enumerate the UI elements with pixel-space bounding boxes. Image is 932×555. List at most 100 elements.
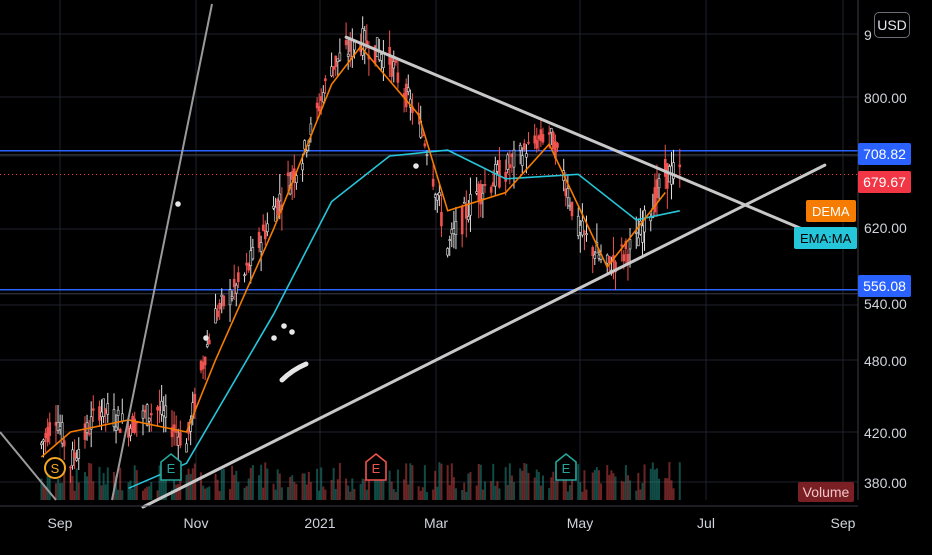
volume-bar [506,484,509,500]
earnings-marker[interactable]: E [365,452,387,481]
steep-drawn-line[interactable] [111,3,213,501]
volume-bar [595,467,598,500]
split-marker[interactable]: S [44,457,66,479]
volume-bar [202,485,205,500]
volume-bar [291,475,294,500]
earnings-marker[interactable]: E [160,452,182,481]
volume-bar [496,481,499,500]
drawing-dot[interactable] [281,323,287,329]
candle-body [147,417,151,422]
volume-bar [86,476,89,500]
candle-body [666,163,669,189]
volume-bar [577,464,580,500]
candle-body [54,421,58,426]
candle-body [363,30,367,51]
candle-body [127,425,130,438]
drawing-dot[interactable] [271,335,277,341]
candle-body [100,411,103,417]
volume-bar [102,473,105,500]
candle-body [614,261,617,273]
volume-bar [44,487,47,500]
diagonal-drawn-line[interactable] [0,431,57,501]
volume-bar [179,472,182,500]
candle-body [208,339,211,345]
volume-bar [320,467,323,500]
candle-body [203,356,207,366]
volume-bar [332,467,335,500]
candle-body [259,242,263,252]
trendlines[interactable] [141,35,827,509]
candle-body [102,398,105,417]
volume-bar [450,463,453,500]
candle-body [406,87,410,92]
candle-body [160,400,163,415]
candle-body [608,256,611,263]
volume-bar [523,462,526,500]
candle-body [179,432,182,446]
candle-body [48,422,52,436]
candle-body [641,225,644,243]
volume-bar [394,491,397,500]
volume-bar [316,468,319,500]
candle-body [672,162,675,180]
currency-button[interactable]: USD [874,12,910,38]
candle-body [382,53,385,69]
volume-bar [425,491,428,500]
volume-bar [338,462,341,500]
volume-bar [670,480,673,500]
candle-body [145,404,149,426]
volume-bar [403,479,406,500]
volume-bar [564,470,567,500]
candle-body [380,54,383,61]
volume-bar [345,478,348,500]
volume-bar [303,473,306,500]
candle-body [475,191,478,194]
volume-bar [535,469,538,500]
trendline[interactable] [344,35,827,240]
candle-body [533,135,536,144]
drawing-dot[interactable] [413,163,419,169]
candle-body [205,344,209,347]
drawing-marks[interactable] [0,3,419,501]
volume-bar [98,466,101,500]
horizontal-levels[interactable] [0,150,858,295]
drawing-dot[interactable] [203,335,209,341]
support-price-badge: 556.08 [858,275,911,297]
candle-body [655,179,659,199]
candle-body [547,132,551,135]
candle-body [73,452,76,458]
volume-bar [164,478,167,500]
volume-bar [117,489,120,500]
candle-body [261,224,265,231]
volume-bar [48,465,51,500]
volume-bar [71,475,74,500]
volume-bar [556,472,559,500]
drawing-stroke[interactable] [279,361,309,383]
drawing-dot[interactable] [175,201,181,207]
volume-bar [626,475,629,500]
volume-bar [419,490,422,500]
earnings-marker[interactable]: E [555,452,577,481]
volume-bar [367,468,370,500]
candle-body [576,215,580,236]
candle-body [176,436,180,446]
candle-body [91,408,95,411]
candle-body [346,53,350,57]
volume-bar [200,472,203,500]
candle-body [251,247,255,260]
volume-bar [206,487,209,500]
volume-bar [173,478,176,500]
volume-bar [249,467,252,500]
drawing-dot[interactable] [289,329,295,335]
candle-body [541,134,545,143]
candle-body [324,78,327,82]
volume-bar [189,474,192,500]
candle-body [653,187,657,213]
trendline[interactable] [141,163,827,509]
candle-body [257,232,261,248]
volume-bar [243,487,246,500]
volume-bar [150,481,153,500]
